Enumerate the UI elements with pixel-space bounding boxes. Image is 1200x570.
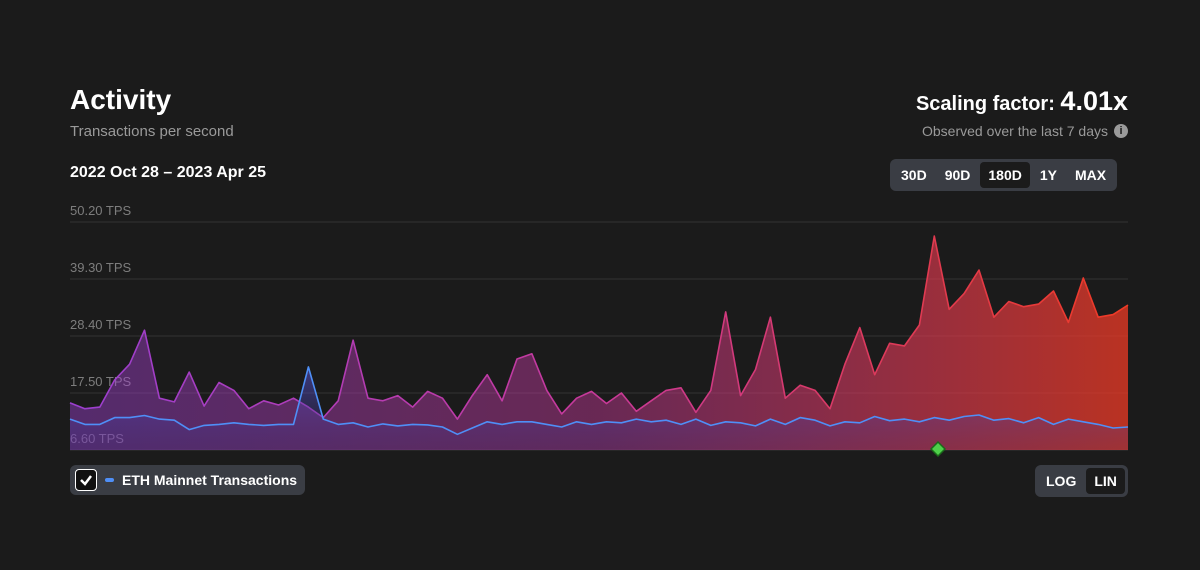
toggle-button[interactable]: 90D bbox=[944, 167, 971, 183]
observed-note: Observed over the last 7 days i bbox=[922, 123, 1128, 139]
y-tick-label: 28.40 TPS bbox=[70, 317, 132, 332]
scaling-factor: Scaling factor: 4.01x bbox=[916, 86, 1128, 117]
marker[interactable] bbox=[929, 440, 947, 458]
y-tick-label: 50.20 TPS bbox=[70, 203, 132, 218]
scaling-label: Scaling factor: bbox=[915, 93, 1055, 115]
toggle-button[interactable]: LOG bbox=[1046, 473, 1077, 489]
toggle-button[interactable]: 1Y bbox=[1039, 167, 1057, 183]
legend-item[interactable]: ETH Mainnet Transactions bbox=[70, 465, 306, 495]
scale-toggle: LOG LIN bbox=[1035, 465, 1128, 497]
legend-swatch bbox=[105, 478, 114, 482]
toggle-button[interactable]: MAX bbox=[1074, 167, 1107, 183]
title: Activity bbox=[70, 84, 172, 115]
date-range: 2022 Oct 28 – 2023 Apr 25 bbox=[70, 164, 266, 181]
toggle-button[interactable]: 30D bbox=[901, 167, 927, 183]
toggle-button[interactable]: LIN bbox=[1086, 468, 1125, 494]
check-icon bbox=[80, 475, 92, 486]
observed-text: Observed over the last 7 days bbox=[922, 123, 1108, 139]
info-icon[interactable]: i bbox=[1114, 124, 1128, 138]
checkbox[interactable] bbox=[75, 469, 97, 491]
area bbox=[70, 366, 1128, 450]
legend-label: ETH Mainnet Transactions bbox=[122, 472, 298, 488]
line bbox=[69, 235, 1129, 420]
line bbox=[69, 366, 1129, 436]
area bbox=[70, 236, 1128, 450]
scaling-value: 4.01x bbox=[1060, 86, 1128, 116]
range-selector: 30D 90D 180D 1Y MAX bbox=[890, 159, 1118, 191]
toggle-button[interactable]: 180D bbox=[980, 162, 1030, 188]
subtitle: Transactions per second bbox=[70, 123, 234, 140]
y-tick-label: 39.30 TPS bbox=[70, 260, 132, 275]
